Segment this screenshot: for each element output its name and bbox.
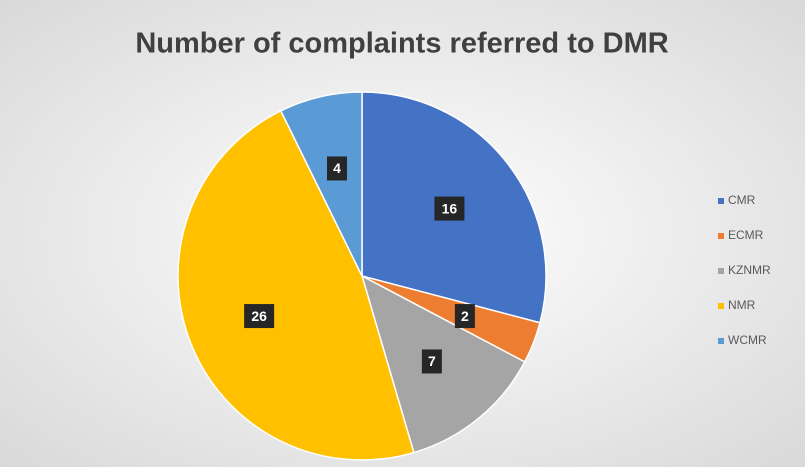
legend-swatch	[718, 233, 724, 239]
data-label-box	[326, 156, 347, 181]
data-label-box	[244, 304, 275, 329]
data-label: 16	[442, 200, 458, 216]
data-label-box	[454, 304, 475, 329]
legend-label: CMR	[728, 193, 756, 207]
data-label: 7	[428, 353, 436, 369]
legend-label: NMR	[728, 298, 756, 312]
legend-swatch	[718, 198, 724, 204]
data-label: 4	[333, 160, 341, 176]
pie-slice	[279, 91, 363, 277]
legend-swatch	[718, 268, 724, 274]
legend-swatch	[718, 303, 724, 309]
legend-swatch	[718, 338, 724, 344]
data-label-box	[421, 349, 442, 374]
data-label: 26	[251, 308, 267, 324]
legend-label: WCMR	[728, 333, 767, 347]
legend-label: KZNMR	[728, 263, 771, 277]
chart-title: Number of complaints referred to DMR	[135, 28, 668, 60]
data-label-box	[434, 196, 465, 221]
pie-slice	[177, 109, 415, 461]
legend-label: ECMR	[728, 228, 764, 242]
data-label: 2	[461, 308, 469, 324]
pie-slice	[360, 274, 526, 454]
